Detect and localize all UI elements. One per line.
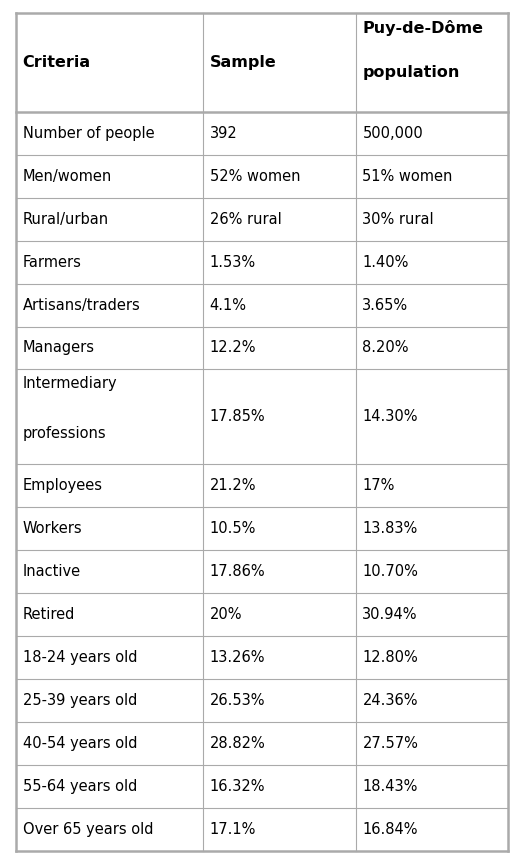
Text: Criteria: Criteria [23,55,91,70]
Text: 17.86%: 17.86% [210,564,265,579]
Text: 8.20%: 8.20% [363,340,409,356]
Text: 26.53%: 26.53% [210,693,265,708]
Text: 10.70%: 10.70% [363,564,418,579]
Text: 21.2%: 21.2% [210,478,256,493]
Text: 17.85%: 17.85% [210,410,265,424]
Text: 18.43%: 18.43% [363,779,418,793]
Text: 25-39 years old: 25-39 years old [23,693,137,708]
Text: Retired: Retired [23,607,75,622]
Text: 24.36%: 24.36% [363,693,418,708]
Text: Puy-de-Dôme

population: Puy-de-Dôme population [363,20,484,80]
Text: Rural/urban: Rural/urban [23,211,108,227]
Text: 16.84%: 16.84% [363,822,418,837]
Text: Managers: Managers [23,340,94,356]
Text: 13.26%: 13.26% [210,650,265,665]
Text: 13.83%: 13.83% [363,521,418,536]
Text: 16.32%: 16.32% [210,779,265,793]
Text: 17.1%: 17.1% [210,822,256,837]
Text: 500,000: 500,000 [363,126,423,140]
Text: 392: 392 [210,126,237,140]
Text: Artisans/traders: Artisans/traders [23,298,140,313]
Text: 20%: 20% [210,607,242,622]
Text: Intermediary

professions: Intermediary professions [23,376,117,440]
Text: 52% women: 52% women [210,168,300,184]
Text: Employees: Employees [23,478,103,493]
Text: Number of people: Number of people [23,126,154,140]
Text: Men/women: Men/women [23,168,112,184]
Text: Inactive: Inactive [23,564,81,579]
Text: Over 65 years old: Over 65 years old [23,822,153,837]
Text: 18-24 years old: 18-24 years old [23,650,137,665]
Text: 30% rural: 30% rural [363,211,434,227]
Text: 55-64 years old: 55-64 years old [23,779,137,793]
Text: 12.80%: 12.80% [363,650,418,665]
Text: 26% rural: 26% rural [210,211,281,227]
Text: Farmers: Farmers [23,255,81,269]
Text: 17%: 17% [363,478,395,493]
Text: 1.53%: 1.53% [210,255,256,269]
Text: Sample: Sample [210,55,277,70]
Text: Workers: Workers [23,521,82,536]
Text: 40-54 years old: 40-54 years old [23,736,137,751]
Text: 1.40%: 1.40% [363,255,409,269]
Text: 51% women: 51% women [363,168,453,184]
Text: 3.65%: 3.65% [363,298,409,313]
Text: 30.94%: 30.94% [363,607,418,622]
Text: 4.1%: 4.1% [210,298,247,313]
Text: 28.82%: 28.82% [210,736,266,751]
Text: 10.5%: 10.5% [210,521,256,536]
Text: 12.2%: 12.2% [210,340,256,356]
Text: 27.57%: 27.57% [363,736,418,751]
Text: 14.30%: 14.30% [363,410,418,424]
